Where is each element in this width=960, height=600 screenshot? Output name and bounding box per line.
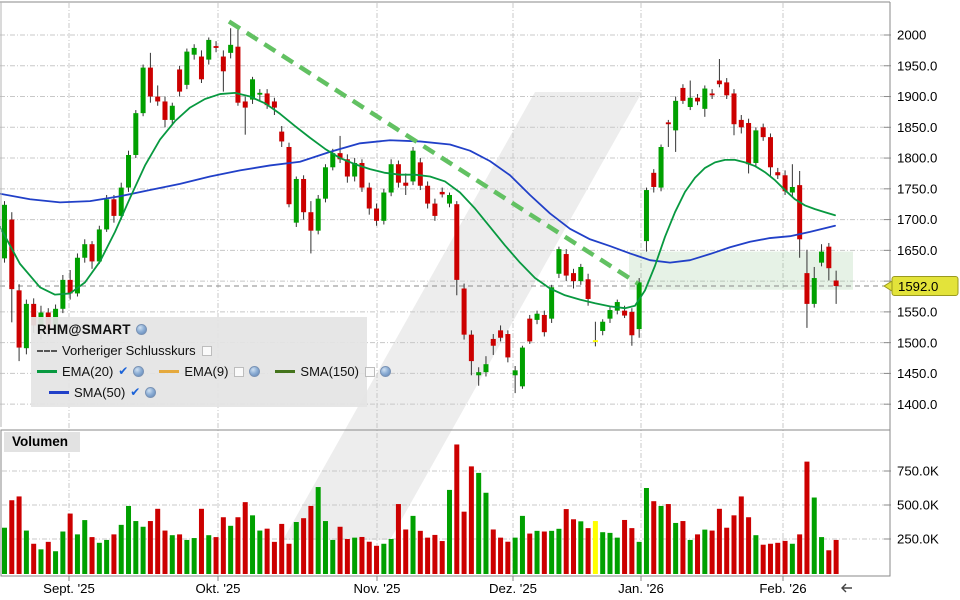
candles-layer [2, 25, 839, 394]
svg-text:Dez. '25: Dez. '25 [489, 581, 537, 596]
chart-legend: RHM@SMART Vorheriger Schlusskurs EMA(20)… [31, 317, 391, 407]
ema20-label: EMA(20) [62, 364, 114, 379]
prev-close-checkbox[interactable] [201, 345, 212, 356]
globe-icon[interactable] [145, 387, 157, 398]
volume-panel-title: Volumen [4, 432, 81, 452]
svg-text:Nov. '25: Nov. '25 [354, 581, 401, 596]
sma50-line [0, 139, 836, 264]
volume-bars-layer [2, 444, 839, 574]
sma150-label: SMA(150) [300, 364, 359, 379]
sma50-label: SMA(50) [74, 385, 126, 400]
ema20-line [0, 91, 836, 310]
svg-text:1592.0: 1592.0 [898, 279, 938, 294]
ema9-checkbox[interactable] [234, 366, 245, 377]
ema9-label: EMA(9) [184, 364, 229, 379]
globe-icon[interactable] [249, 366, 261, 377]
ema20-checkbox[interactable] [118, 366, 128, 377]
price-axis-labels: 2000 1950.0 1900.0 1850.0 1800.0 1750.0 1700.0… [884, 28, 937, 412]
sma50-checkbox[interactable] [130, 387, 140, 398]
globe-icon[interactable] [379, 366, 391, 377]
svg-text:1500.0: 1500.0 [897, 335, 937, 350]
svg-text:1650.0: 1650.0 [897, 243, 937, 258]
svg-text:1750.0: 1750.0 [897, 181, 937, 196]
prev-close-line-sample [37, 349, 57, 352]
globe-icon[interactable] [133, 366, 145, 377]
svg-text:1800.0: 1800.0 [897, 151, 937, 166]
svg-text:1900.0: 1900.0 [897, 89, 937, 104]
last-price-tag: 1592.0 [883, 276, 959, 297]
instrument-title: RHM@SMART [37, 322, 131, 337]
ema20-line-sample [37, 370, 57, 373]
svg-text:Okt. '25: Okt. '25 [195, 581, 240, 596]
svg-text:1850.0: 1850.0 [897, 120, 937, 135]
sma150-checkbox[interactable] [364, 366, 375, 377]
axis-nav-arrow-icon[interactable] [838, 581, 854, 595]
sma150-line-sample [275, 370, 296, 373]
svg-text:1400.0: 1400.0 [897, 397, 937, 412]
ema9-line-sample [159, 370, 180, 373]
time-axis-labels: Sept. '25 Okt. '25 Nov. '25 Dez. '25 Jan. '2… [43, 576, 807, 596]
svg-text:Feb. '26: Feb. '26 [759, 581, 806, 596]
svg-text:750.0K: 750.0K [897, 464, 939, 479]
svg-text:1950.0: 1950.0 [897, 58, 937, 73]
svg-text:1550.0: 1550.0 [897, 304, 937, 319]
svg-text:Jan. '26: Jan. '26 [618, 581, 664, 596]
svg-text:1450.0: 1450.0 [897, 366, 937, 381]
svg-text:250.0K: 250.0K [897, 532, 939, 547]
svg-text:500.0K: 500.0K [897, 498, 939, 513]
prev-close-label: Vorheriger Schlusskurs [62, 343, 196, 358]
globe-icon[interactable] [135, 324, 147, 335]
svg-text:Sept. '25: Sept. '25 [43, 581, 95, 596]
sma50-line-sample [49, 391, 69, 394]
trendline[interactable] [227, 19, 640, 286]
volume-axis-labels: 750.0K 500.0K 250.0K [884, 464, 939, 547]
svg-text:1700.0: 1700.0 [897, 212, 937, 227]
svg-text:2000: 2000 [897, 28, 926, 43]
